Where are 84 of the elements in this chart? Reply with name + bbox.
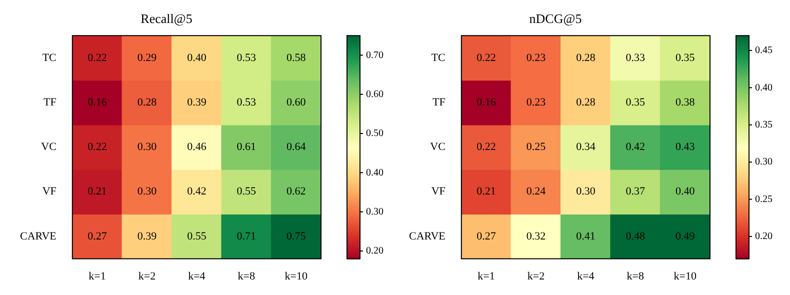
data-label: 0.35 xyxy=(676,52,696,64)
color-bar-label: 0.45 xyxy=(755,45,772,56)
chart-title: nDCG@5 xyxy=(529,11,582,26)
data-label: 0.37 xyxy=(626,186,646,198)
y-tick-label: VF xyxy=(431,186,446,198)
y-tick-label: TF xyxy=(44,96,56,108)
data-label: 0.22 xyxy=(88,141,107,154)
data-label: 0.41 xyxy=(576,230,596,242)
data-label: 0.21 xyxy=(476,186,496,198)
data-label: 0.28 xyxy=(576,52,596,64)
data-label: 0.22 xyxy=(476,141,496,154)
data-label: 0.46 xyxy=(187,141,207,154)
data-label: 0.27 xyxy=(476,230,496,242)
data-label: 0.42 xyxy=(626,141,646,154)
data-label: 0.30 xyxy=(137,141,158,154)
y-tick-label: VC xyxy=(41,141,56,154)
x-tick-label: k=10 xyxy=(674,270,697,282)
data-label: 0.24 xyxy=(526,186,546,198)
x-tick-label: k=2 xyxy=(138,270,156,282)
data-label: 0.42 xyxy=(187,186,206,198)
data-label: 0.53 xyxy=(236,96,257,108)
x-tick-label: k=8 xyxy=(238,270,256,282)
color-bar-label: 0.30 xyxy=(755,156,772,168)
data-label: 0.39 xyxy=(187,96,207,108)
color-bar-label: 0.25 xyxy=(755,194,772,205)
data-label: 0.75 xyxy=(286,230,306,242)
data-label: 0.55 xyxy=(236,186,257,198)
color-bar-label: 0.30 xyxy=(366,206,384,218)
color-bar-label: 0.40 xyxy=(755,82,772,94)
data-label: 0.28 xyxy=(576,96,596,108)
x-tick-label: k=8 xyxy=(626,270,645,282)
data-label: 0.27 xyxy=(88,230,108,242)
data-label: 0.60 xyxy=(286,96,306,108)
color-bar-label: 0.60 xyxy=(366,88,384,100)
x-tick-label: k=4 xyxy=(577,270,595,282)
x-tick-label: k=1 xyxy=(88,270,106,282)
data-label: 0.23 xyxy=(526,96,546,108)
data-label: 0.40 xyxy=(676,186,696,198)
color-bar-label: 0.40 xyxy=(366,167,384,178)
y-tick-label: CARVE xyxy=(20,230,57,242)
data-label: 0.32 xyxy=(526,230,546,242)
color-bar-label: 0.20 xyxy=(755,231,772,242)
data-label: 0.48 xyxy=(626,230,646,242)
data-label: 0.16 xyxy=(88,96,108,108)
data-label: 0.39 xyxy=(137,230,158,242)
data-label: 0.62 xyxy=(286,186,306,198)
data-label: 0.49 xyxy=(676,230,696,242)
data-label: 0.29 xyxy=(137,52,158,64)
data-label: 0.30 xyxy=(576,186,596,198)
y-tick-label: VC xyxy=(430,141,446,154)
data-label: 0.40 xyxy=(187,52,207,64)
x-tick-label: k=1 xyxy=(478,270,495,282)
data-label: 0.34 xyxy=(576,141,596,154)
data-label: 0.23 xyxy=(526,52,546,64)
x-tick-label: k=10 xyxy=(284,270,308,282)
color-bar-label: 0.50 xyxy=(366,128,384,140)
data-label: 0.61 xyxy=(236,141,256,154)
color-bar-label: 0.35 xyxy=(755,120,772,131)
data-label: 0.22 xyxy=(476,52,496,64)
chart-title: Recall@5 xyxy=(140,11,192,26)
color-bar-label: 0.20 xyxy=(366,246,384,257)
data-label: 0.43 xyxy=(676,141,696,154)
x-tick-label: k=4 xyxy=(188,270,206,282)
data-label: 0.16 xyxy=(476,96,496,108)
color-bar-label: 0.70 xyxy=(366,50,384,61)
data-label: 0.55 xyxy=(187,230,207,242)
x-tick-label: k=2 xyxy=(527,270,545,282)
data-label: 0.35 xyxy=(626,96,646,108)
data-label: 0.21 xyxy=(88,186,107,198)
y-tick-label: TF xyxy=(432,96,446,108)
data-label: 0.28 xyxy=(137,96,158,108)
y-tick-label: CARVE xyxy=(408,230,446,242)
data-label: 0.25 xyxy=(526,141,546,154)
data-label: 0.38 xyxy=(676,96,696,108)
data-label: 0.64 xyxy=(286,141,306,154)
y-tick-label: TC xyxy=(431,52,446,64)
data-label: 0.71 xyxy=(236,230,256,242)
data-label: 0.58 xyxy=(286,52,306,64)
data-label: 0.30 xyxy=(137,186,158,198)
data-label: 0.22 xyxy=(88,52,107,64)
y-tick-label: TC xyxy=(42,52,56,64)
data-label: 0.33 xyxy=(626,52,646,64)
y-tick-label: VF xyxy=(42,186,56,198)
data-label: 0.53 xyxy=(236,52,257,64)
